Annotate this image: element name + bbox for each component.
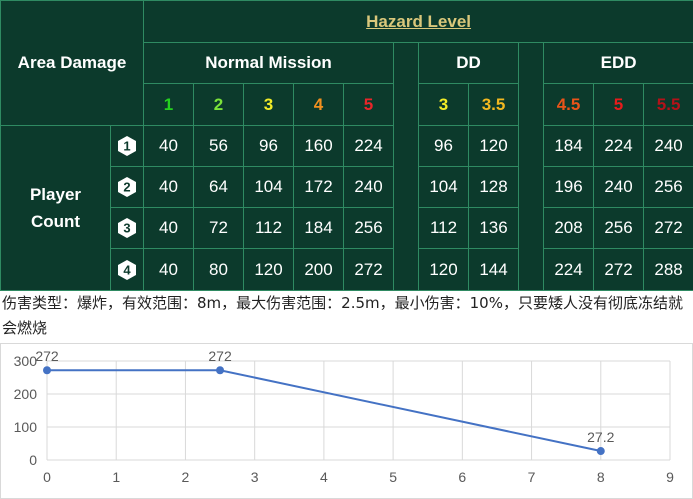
- player-1-icon: 1: [117, 135, 137, 157]
- damage-cell: 128: [468, 166, 520, 208]
- x-tick-label: 0: [43, 469, 51, 485]
- player-count-cell: 2: [109, 166, 145, 208]
- damage-cell: 240: [593, 166, 645, 208]
- edd-header: EDD: [543, 42, 693, 84]
- hazard-level-9: 5: [593, 83, 645, 126]
- damage-table: Area Damage Hazard Level Normal Mission …: [0, 0, 693, 291]
- x-tick-label: 5: [389, 469, 397, 485]
- damage-cell: 120: [468, 125, 520, 167]
- hazard-level-6: 3: [418, 83, 470, 126]
- damage-cell: 256: [643, 166, 693, 208]
- hazard-level-header[interactable]: Hazard Level: [143, 0, 693, 43]
- damage-cell: 40: [143, 125, 195, 167]
- dd-header: DD: [418, 42, 520, 84]
- data-label: 27.2: [587, 429, 614, 445]
- x-tick-label: 7: [528, 469, 536, 485]
- player-label: Player: [29, 185, 82, 204]
- damage-cell: 56: [193, 125, 245, 167]
- damage-cell: 272: [643, 207, 693, 249]
- damage-cell: 196: [543, 166, 595, 208]
- damage-description: 伤害类型：爆炸，有效范围：8m，最大伤害范围：2.5m，最小伤害：10%，只要矮…: [2, 294, 683, 337]
- damage-cell: 224: [543, 248, 595, 291]
- damage-cell: 104: [243, 166, 295, 208]
- y-tick-label: 0: [29, 452, 37, 468]
- damage-cell: 208: [543, 207, 595, 249]
- player-2-icon: 2: [117, 176, 137, 198]
- x-tick-label: 3: [251, 469, 259, 485]
- damage-cell: 64: [193, 166, 245, 208]
- y-tick-label: 100: [14, 419, 38, 435]
- y-tick-label: 300: [14, 353, 38, 369]
- damage-cell: 224: [343, 125, 395, 167]
- x-tick-label: 2: [182, 469, 190, 485]
- hazard-level-7: 3.5: [468, 83, 520, 126]
- damage-cell: 104: [418, 166, 470, 208]
- player-count-header: Player Count: [0, 125, 111, 291]
- data-label: 272: [208, 348, 232, 364]
- normal-mission-header: Normal Mission: [143, 42, 395, 84]
- hazard-level-1: 1: [143, 83, 195, 126]
- damage-cell: 256: [593, 207, 645, 249]
- y-tick-label: 200: [14, 386, 38, 402]
- column-gap: [518, 42, 545, 291]
- data-point: [216, 366, 225, 375]
- damage-cell: 80: [193, 248, 245, 291]
- hazard-level-8: 4.5: [543, 83, 595, 126]
- damage-cell: 120: [243, 248, 295, 291]
- player-count-cell: 1: [109, 125, 145, 167]
- damage-cell: 120: [418, 248, 470, 291]
- damage-cell: 224: [593, 125, 645, 167]
- damage-cell: 144: [468, 248, 520, 291]
- x-tick-label: 1: [112, 469, 120, 485]
- svg-text:4: 4: [123, 262, 131, 277]
- damage-cell: 96: [243, 125, 295, 167]
- svg-text:1: 1: [123, 139, 130, 154]
- damage-cell: 72: [193, 207, 245, 249]
- damage-cell: 40: [143, 248, 195, 291]
- data-point: [43, 366, 51, 375]
- damage-cell: 112: [243, 207, 295, 249]
- column-gap: [393, 42, 420, 291]
- svg-text:2: 2: [123, 180, 130, 195]
- damage-cell: 96: [418, 125, 470, 167]
- damage-cell: 256: [343, 207, 395, 249]
- damage-cell: 240: [343, 166, 395, 208]
- x-tick-label: 4: [320, 469, 328, 485]
- area-damage-header: Area Damage: [0, 0, 145, 126]
- hazard-level-10: 5.5: [643, 83, 693, 126]
- damage-cell: 40: [143, 166, 195, 208]
- data-label: 272: [35, 348, 59, 364]
- damage-cell: 200: [293, 248, 345, 291]
- damage-falloff-chart: 0 100 200 300 0 1 2 3 4 5 6 7 8 9 272 272 27.2: [0, 343, 693, 499]
- data-point: [596, 447, 605, 456]
- x-tick-label: 8: [597, 469, 605, 485]
- damage-cell: 184: [293, 207, 345, 249]
- damage-cell: 40: [143, 207, 195, 249]
- hazard-level-4: 4: [293, 83, 345, 126]
- damage-cell: 112: [418, 207, 470, 249]
- damage-cell: 184: [543, 125, 595, 167]
- count-label: Count: [30, 212, 81, 231]
- hazard-level-3: 3: [243, 83, 295, 126]
- x-tick-label: 9: [666, 469, 674, 485]
- damage-cell: 272: [343, 248, 395, 291]
- svg-text:3: 3: [123, 221, 130, 236]
- x-tick-label: 6: [458, 469, 466, 485]
- chart-border: [0, 343, 693, 499]
- hazard-level-2: 2: [193, 83, 245, 126]
- player-count-cell: 4: [109, 248, 145, 291]
- damage-cell: 160: [293, 125, 345, 167]
- player-3-icon: 3: [117, 217, 137, 239]
- damage-cell: 272: [593, 248, 645, 291]
- damage-cell: 288: [643, 248, 693, 291]
- player-count-cell: 3: [109, 207, 145, 249]
- damage-cell: 136: [468, 207, 520, 249]
- hazard-level-5: 5: [343, 83, 395, 126]
- player-4-icon: 4: [117, 259, 137, 281]
- damage-cell: 240: [643, 125, 693, 167]
- damage-cell: 172: [293, 166, 345, 208]
